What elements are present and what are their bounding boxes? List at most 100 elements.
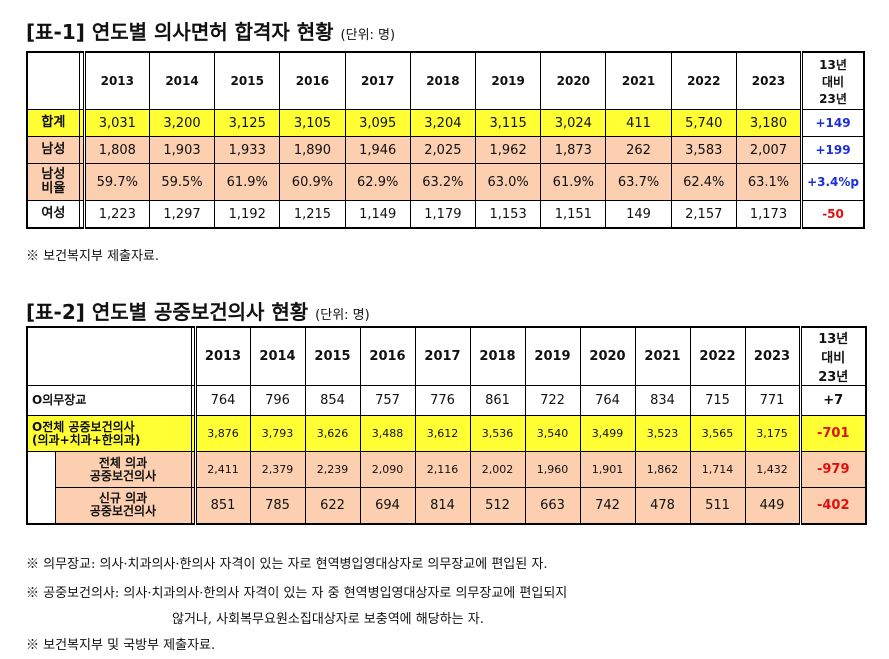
table2-diff-cell: -701	[798, 415, 867, 452]
table2-row-label-line: 공중보건의사	[89, 468, 157, 483]
table1-value-cell: 149	[605, 200, 672, 229]
table2-note-3: ※ 보건복지부 및 국방부 제출자료.	[26, 638, 216, 653]
table1-row-label-line: 비율	[41, 181, 66, 196]
table1-value-cell: 62.4%	[670, 163, 737, 201]
table2-value-cell: 715	[689, 385, 746, 416]
table2-value-cell: 3,175	[744, 415, 801, 452]
table2-year-header: 2017	[414, 326, 471, 386]
table2-value-cell: 796	[249, 385, 306, 416]
table2-value-cell: 854	[304, 385, 361, 416]
table2-year-header: 2015	[304, 326, 361, 386]
table2-year-header: 2013	[194, 326, 251, 386]
table1-year-header: 2018	[409, 51, 477, 110]
table2-row-label-line: (의과+치과+한의과)	[32, 432, 141, 447]
table2-corner-cell	[26, 326, 192, 386]
table1-row-label-line: 여성	[41, 206, 66, 221]
table2-diff-cell: +7	[798, 385, 867, 416]
table2-row-label: O전체 공중보건의사 (의과+치과+한의과)	[26, 415, 192, 452]
table1-year-header: 2023	[735, 51, 803, 110]
license-pass-table: 2013 2014 2015 2016 2017 2018 2019 2020 2021 2022…	[26, 51, 865, 229]
table1-year-header: 2013	[83, 51, 150, 110]
table2-value-cell: 449	[744, 487, 801, 524]
table1-value-cell: 61.9%	[540, 163, 607, 201]
table1-row-label: 남성 비율	[26, 163, 80, 201]
table1-value-cell: 63.1%	[735, 163, 803, 201]
table2-indent-cell	[26, 451, 56, 488]
table2-value-cell: 694	[359, 487, 416, 524]
table2-diff-header-line: 대비	[821, 351, 846, 366]
table1-value-cell: 61.9%	[214, 163, 281, 201]
table2-value-cell: 722	[524, 385, 581, 416]
table2-value-cell: 2,002	[469, 451, 526, 488]
table2-unit: (단위: 명)	[315, 308, 370, 323]
table1-diff-cell: +149	[800, 109, 865, 137]
table1-value-cell: 3,105	[279, 109, 346, 137]
table1-value-cell: 3,095	[344, 109, 411, 137]
table2-row-label-line: 전체 의과	[98, 455, 148, 470]
table2-diff-cell: -979	[798, 451, 867, 488]
table1-value-cell: 2,007	[735, 136, 803, 164]
table2-value-cell: 1,862	[634, 451, 691, 488]
table2-year-header: 2021	[634, 326, 691, 386]
table1-value-cell: 63.7%	[605, 163, 672, 201]
table2-row: O전체 공중보건의사 (의과+치과+한의과) 3,876 3,793 3,626 3,48…	[26, 415, 867, 452]
table1-diff-header-line: 13년	[819, 57, 847, 72]
table2-row: 전체 의과 공중보건의사 2,411 2,379 2,239 2,090 2,116 2,00…	[26, 451, 867, 488]
table2-row-label-line: O전체 공중보건의사	[32, 419, 135, 434]
table1-value-cell: 60.9%	[279, 163, 346, 201]
table1-value-cell: 1,215	[279, 200, 346, 229]
table2-diff-header-line: 13년	[818, 332, 849, 347]
table1-row-label: 합계	[26, 109, 80, 137]
table2-value-cell: 3,565	[689, 415, 746, 452]
table2-value-cell: 851	[194, 487, 251, 524]
table2-year-header: 2022	[689, 326, 746, 386]
table2-value-cell: 3,876	[194, 415, 251, 452]
table1-corner-cell	[26, 51, 80, 110]
table2-value-cell: 742	[579, 487, 636, 524]
table1-value-cell: 3,125	[214, 109, 281, 137]
table1-row: 합계 3,031 3,200 3,125 3,105 3,095 3,204 3,115 3,0…	[26, 109, 865, 137]
table2-row-label: 전체 의과 공중보건의사	[54, 451, 192, 488]
table2-value-cell: 1,960	[524, 451, 581, 488]
table2-value-cell: 3,523	[634, 415, 691, 452]
table2-value-cell: 511	[689, 487, 746, 524]
table2-value-cell: 776	[414, 385, 471, 416]
table1-value-cell: 63.2%	[409, 163, 477, 201]
table1-value-cell: 2,157	[670, 200, 737, 229]
table1-value-cell: 1,808	[83, 136, 150, 164]
table1-value-cell: 3,031	[83, 109, 150, 137]
table2-header-row: 2013 2014 2015 2016 2017 2018 2019 2020 2021 2022…	[26, 326, 867, 386]
table2-value-cell: 785	[249, 487, 306, 524]
table1-row-label: 여성	[26, 200, 80, 229]
table1-value-cell: 1,873	[540, 136, 607, 164]
table1-row-label-line: 남성	[41, 142, 66, 157]
table1-value-cell: 1,903	[148, 136, 216, 164]
table1-year-header: 2015	[214, 51, 281, 110]
table2-note-2-cont: 않거나, 사회복무요원소집대상자로 보충역에 해당하는 자.	[172, 612, 484, 627]
table2-value-cell: 663	[524, 487, 581, 524]
table1-row: 남성 비율 59.7% 59.5% 61.9% 60.9% 62.9% 63.2% 63.0% 6…	[26, 163, 865, 201]
table1-year-header: 2017	[344, 51, 411, 110]
table2-value-cell: 861	[469, 385, 526, 416]
table1-value-cell: 3,200	[148, 109, 216, 137]
table2-row-label-line: 신규 의과	[98, 491, 148, 506]
table2-value-cell: 2,239	[304, 451, 361, 488]
table2-value-cell: 3,626	[304, 415, 361, 452]
table2-value-cell: 757	[359, 385, 416, 416]
table2-value-cell: 3,540	[524, 415, 581, 452]
table1-row: 여성 1,223 1,297 1,192 1,215 1,149 1,179 1,153 1,1…	[26, 200, 865, 229]
table1-year-header: 2019	[474, 51, 542, 110]
table1-value-cell: 1,890	[279, 136, 346, 164]
table2-row-label: O의무장교	[26, 385, 192, 416]
table2-value-cell: 834	[634, 385, 691, 416]
table2-year-header: 2019	[524, 326, 581, 386]
table1-row: 남성 1,808 1,903 1,933 1,890 1,946 2,025 1,962 1,8…	[26, 136, 865, 164]
table2-note-1: ※ 의무장교: 의사·치과의사·한의사 자격이 있는 자로 현역병입영대상자로 …	[26, 557, 548, 572]
table1-year-header: 2021	[605, 51, 672, 110]
table1-value-cell: 1,153	[474, 200, 542, 229]
table1-value-cell: 1,192	[214, 200, 281, 229]
table2-diff-cell: -402	[798, 487, 867, 524]
table2-value-cell: 3,612	[414, 415, 471, 452]
table2-year-header: 2018	[469, 326, 526, 386]
table2-value-cell: 3,488	[359, 415, 416, 452]
